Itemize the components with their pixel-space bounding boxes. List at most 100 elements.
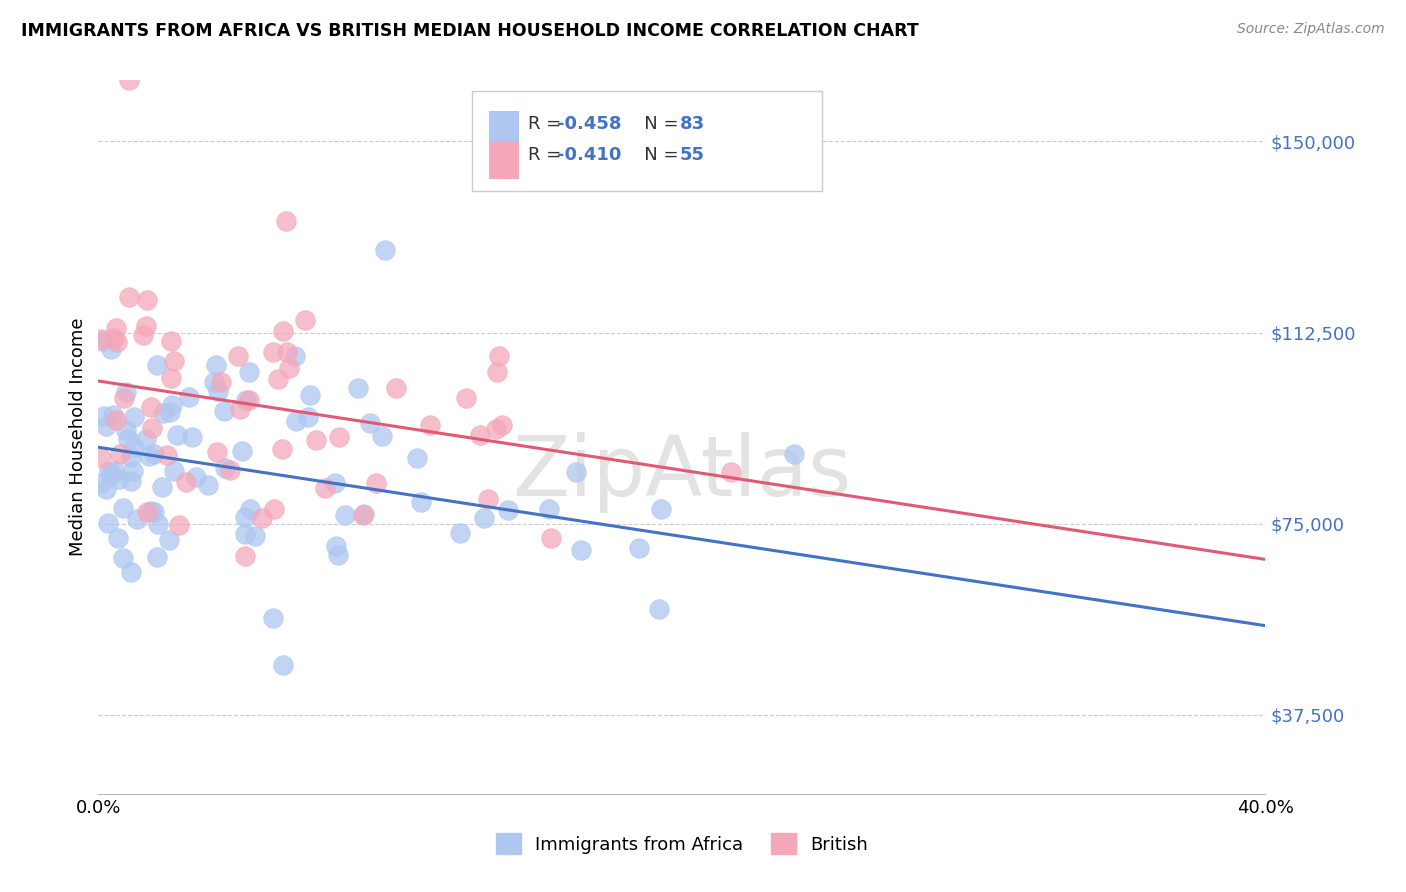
Point: [152, 406, 174, 420]
Point: [359, 416, 381, 430]
Point: [162, 354, 184, 368]
Point: [160, 334, 183, 348]
Point: [229, 401, 252, 416]
Point: [325, 540, 347, 554]
Point: [142, 447, 165, 461]
Point: [284, 349, 307, 363]
Point: [650, 502, 672, 516]
Point: [783, 447, 806, 461]
FancyBboxPatch shape: [489, 142, 519, 178]
Point: [267, 372, 290, 386]
Point: [274, 214, 297, 228]
Point: [93, 409, 115, 423]
Point: [212, 404, 235, 418]
Point: [537, 501, 560, 516]
Point: [103, 409, 125, 423]
Point: [120, 565, 142, 579]
Point: [205, 445, 228, 459]
Point: [122, 464, 145, 478]
Point: [262, 345, 284, 359]
Point: [120, 450, 142, 464]
Point: [142, 505, 165, 519]
Point: [97, 516, 120, 530]
Point: [114, 384, 136, 399]
Point: [239, 501, 262, 516]
Point: [135, 505, 157, 519]
Point: [571, 543, 593, 558]
Point: [278, 361, 301, 376]
Point: [564, 465, 586, 479]
Text: ZipAtlas: ZipAtlas: [512, 433, 852, 513]
Point: [273, 658, 295, 673]
Point: [136, 293, 159, 307]
Point: [108, 472, 131, 486]
Point: [114, 423, 136, 437]
Point: [120, 474, 142, 488]
Point: [125, 512, 148, 526]
Point: [122, 409, 145, 424]
Point: [202, 376, 225, 390]
Point: [648, 602, 671, 616]
Point: [243, 529, 266, 543]
Point: [100, 342, 122, 356]
Point: [262, 611, 284, 625]
Text: 83: 83: [679, 114, 704, 133]
Point: [335, 508, 357, 523]
Point: [100, 468, 122, 483]
Point: [298, 388, 321, 402]
Text: N =: N =: [627, 146, 685, 164]
Point: [148, 516, 170, 531]
Point: [263, 502, 285, 516]
Point: [276, 344, 298, 359]
Point: [419, 417, 441, 432]
Point: [305, 433, 328, 447]
Point: [454, 391, 477, 405]
Point: [156, 448, 179, 462]
Point: [250, 511, 273, 525]
Point: [167, 517, 190, 532]
Point: [488, 349, 510, 363]
Point: [111, 501, 134, 516]
Point: [271, 442, 294, 456]
Point: [374, 244, 396, 258]
Text: R =: R =: [527, 146, 567, 164]
Point: [205, 358, 228, 372]
Point: [90, 334, 112, 348]
Point: [103, 331, 125, 345]
Point: [314, 481, 336, 495]
Text: Source: ZipAtlas.com: Source: ZipAtlas.com: [1237, 22, 1385, 37]
Point: [485, 422, 508, 436]
Point: [139, 401, 162, 415]
Point: [159, 405, 181, 419]
Point: [449, 526, 471, 541]
Text: N =: N =: [627, 114, 685, 133]
Point: [179, 390, 201, 404]
Point: [135, 319, 157, 334]
Point: [485, 365, 508, 379]
Legend: Immigrants from Africa, British: Immigrants from Africa, British: [486, 824, 877, 863]
Point: [108, 447, 131, 461]
Point: [233, 526, 256, 541]
Point: [233, 509, 256, 524]
Point: [174, 475, 197, 490]
Point: [145, 550, 167, 565]
Point: [94, 419, 117, 434]
Text: -0.458: -0.458: [557, 114, 621, 133]
Point: [353, 507, 375, 521]
Point: [323, 475, 346, 490]
Point: [238, 365, 260, 379]
Point: [104, 464, 127, 478]
Point: [370, 429, 392, 443]
Point: [104, 413, 127, 427]
Point: [197, 477, 219, 491]
Point: [352, 508, 374, 522]
Point: [411, 495, 433, 509]
Point: [111, 550, 134, 565]
Point: [720, 466, 742, 480]
Point: [107, 531, 129, 545]
Point: [209, 375, 232, 389]
Point: [364, 475, 387, 490]
Point: [150, 480, 173, 494]
Point: [326, 548, 349, 562]
Point: [477, 491, 499, 506]
